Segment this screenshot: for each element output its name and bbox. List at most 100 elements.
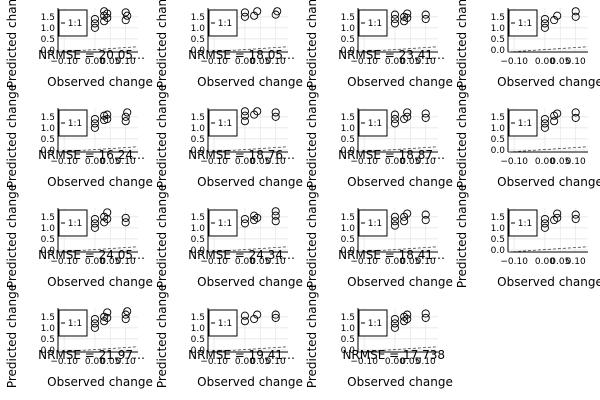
- x-tick-label: −0.10: [200, 257, 228, 267]
- y-axis-label: Predicted change: [5, 84, 19, 188]
- x-axis-label: Observed change: [47, 375, 153, 389]
- data-point: [271, 217, 280, 226]
- y-tick-label: 1.0: [341, 24, 356, 34]
- y-tick-label: 1.5: [41, 313, 55, 323]
- data-point: [403, 13, 412, 22]
- identity-line: [57, 46, 139, 53]
- x-axis-label: Observed change: [47, 275, 153, 289]
- data-point: [271, 313, 280, 322]
- x-tick-label: 0.05: [400, 357, 420, 367]
- x-tick-label: 0.10: [116, 157, 136, 167]
- data-point: [390, 319, 399, 328]
- data-point: [421, 113, 430, 122]
- x-tick-label: 0.10: [416, 57, 436, 67]
- data-point: [103, 110, 112, 119]
- data-point: [271, 211, 280, 220]
- y-tick-label: 1.5: [191, 313, 205, 323]
- data-point: [553, 213, 562, 222]
- x-tick-label: 0.10: [566, 257, 586, 267]
- y-axis-label: Predicted change: [305, 84, 319, 188]
- identity-line: [357, 146, 439, 153]
- x-axis-label: Observed change: [497, 175, 600, 189]
- x-tick-label: −0.10: [500, 157, 528, 167]
- data-point: [90, 23, 99, 32]
- x-axis-label: Observed change: [197, 75, 303, 89]
- data-point: [571, 214, 580, 224]
- data-point: [121, 213, 130, 222]
- legend: 1:1: [358, 209, 388, 237]
- y-tick-label: 1.0: [41, 24, 56, 34]
- legend-box: [358, 209, 388, 237]
- nrmse-annotation: NRMSE = 16.24…: [38, 148, 145, 162]
- data-point: [240, 219, 249, 228]
- y-axis-label: Predicted change: [455, 0, 469, 88]
- y-tick-label: 1.5: [341, 113, 355, 123]
- identity-line: [57, 246, 139, 253]
- data-point: [123, 307, 132, 316]
- panel-6: 0.00.51.01.5 −0.10 0.000.050.10 Observed ch…: [155, 84, 303, 189]
- data-point: [403, 314, 412, 324]
- panel-3: 0.00.51.01.5 −0.10 0.000.050.10 Observed ch…: [305, 0, 453, 89]
- identity-line: [207, 46, 289, 53]
- nrmse-annotation: NRMSE = 18.41…: [338, 248, 445, 262]
- data-point: [121, 16, 130, 25]
- data-point: [390, 212, 399, 221]
- x-tick-label: −0.10: [200, 357, 228, 367]
- y-axis-label: Predicted change: [5, 284, 19, 388]
- x-axis-label: Observed change: [197, 175, 303, 189]
- data-point: [240, 107, 249, 116]
- data-point: [540, 119, 549, 128]
- x-tick-label: 0.10: [266, 57, 286, 67]
- y-tick-label: 1.0: [191, 24, 206, 34]
- nrmse-annotation: NRMSE = 23.41…: [338, 48, 445, 62]
- x-tick-label: 0.05: [550, 157, 570, 167]
- x-tick-label: −0.10: [200, 157, 228, 167]
- legend-box: [58, 109, 88, 137]
- identity-line: [207, 346, 289, 353]
- legend: 1:1: [58, 9, 88, 37]
- data-point: [540, 219, 549, 228]
- legend: 1:1: [208, 109, 238, 137]
- x-tick-label: 0.10: [266, 257, 286, 267]
- legend-entry: 1:1: [518, 119, 532, 129]
- y-axis-label: Predicted change: [305, 0, 319, 88]
- y-tick-label: 1.0: [41, 124, 56, 134]
- x-tick-label: 0.10: [416, 257, 436, 267]
- legend-entry: 1:1: [218, 219, 232, 229]
- x-tick-label: 0.00: [235, 257, 255, 267]
- x-tick-label: 0.00: [385, 57, 405, 67]
- legend: 1:1: [508, 9, 538, 37]
- data-point: [390, 14, 399, 24]
- data-point: [103, 208, 112, 217]
- data-point: [390, 221, 399, 230]
- data-point: [273, 7, 282, 16]
- data-point: [240, 311, 249, 320]
- x-tick-label: 0.00: [535, 257, 555, 267]
- x-tick-label: 0.10: [116, 357, 136, 367]
- legend-entry: 1:1: [518, 219, 532, 229]
- panel-9: 0.00.51.01.5 −0.10 0.000.050.10 Observed ch…: [5, 184, 153, 289]
- y-tick-label: 1.0: [341, 124, 356, 134]
- x-tick-label: 0.00: [85, 357, 105, 367]
- nrmse-annotation: NRMSE = 18.05…: [188, 48, 295, 62]
- legend-entry: 1:1: [68, 219, 82, 229]
- x-tick-label: 0.05: [550, 57, 570, 67]
- y-tick-label: 1.0: [191, 124, 206, 134]
- x-tick-label: 0.10: [116, 257, 136, 267]
- legend-entry: 1:1: [68, 19, 82, 29]
- x-axis-label: Observed change: [197, 375, 303, 389]
- data-point: [540, 19, 549, 28]
- data-point: [253, 213, 262, 222]
- x-tick-label: 0.05: [250, 257, 270, 267]
- data-point: [421, 210, 430, 219]
- x-axis-label: Observed change: [47, 75, 153, 89]
- x-tick-label: −0.10: [350, 257, 378, 267]
- panel-8: 0.00.51.01.5 −0.10 0.000.050.10 Observed ch…: [455, 84, 600, 189]
- data-point: [90, 19, 99, 28]
- identity-line: [357, 346, 439, 353]
- y-tick-label: 0.0: [491, 146, 506, 156]
- y-tick-label: 0.5: [491, 235, 505, 245]
- identity-line: [57, 346, 139, 353]
- data-point: [390, 314, 399, 324]
- y-tick-label: 0.0: [341, 246, 356, 256]
